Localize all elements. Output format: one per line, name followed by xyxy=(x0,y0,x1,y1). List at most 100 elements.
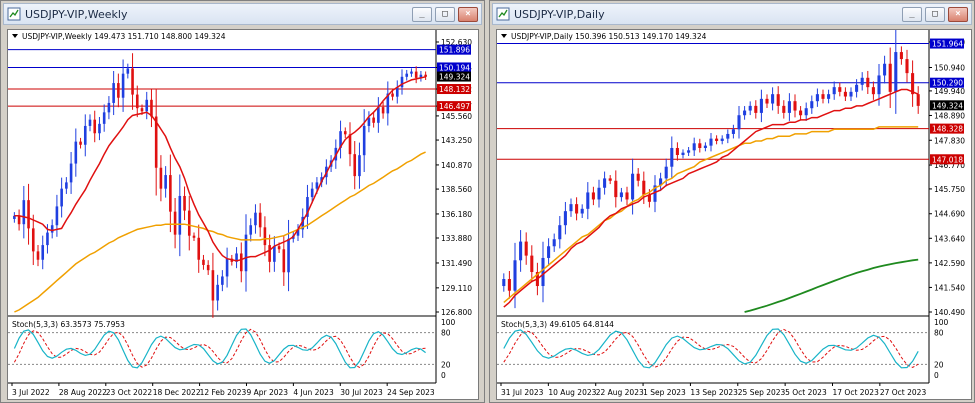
chart-window-icon xyxy=(7,7,21,21)
candle-body xyxy=(41,245,45,260)
window-titlebar[interactable]: USDJPY-VIP,Weekly _ □ × xyxy=(3,3,482,25)
daily-chart-svg[interactable]: USDJPY-VIP,Daily 150.396 150.513 149.170… xyxy=(497,30,973,401)
candle-body xyxy=(776,94,780,106)
price-tick-label: 144.690 xyxy=(934,210,965,219)
candle-body xyxy=(225,258,229,277)
chart-plot-area[interactable]: USDJPY-VIP,Daily 150.396 150.513 149.170… xyxy=(496,29,972,400)
candle-body xyxy=(832,87,836,95)
candle-body xyxy=(254,212,257,226)
ma-fast-line xyxy=(14,76,426,262)
date-tick-label: 30 Jul 2023 xyxy=(340,388,383,397)
date-tick-label: 5 Oct 2023 xyxy=(785,388,827,397)
minimize-button[interactable]: _ xyxy=(412,6,432,22)
price-tick-label: 148.890 xyxy=(934,111,965,120)
candle-body xyxy=(771,94,775,104)
date-tick-label: 4 Jun 2023 xyxy=(293,388,334,397)
price-tag-label: 147.018 xyxy=(932,155,963,164)
candle-body xyxy=(877,75,881,95)
window-titlebar[interactable]: USDJPY-VIP,Daily _ □ × xyxy=(492,3,972,25)
price-tick-label: 152.630 xyxy=(441,38,472,47)
date-tick-label: 25 Sep 2023 xyxy=(738,388,786,397)
candle-body xyxy=(419,74,423,78)
candle-body xyxy=(221,276,224,285)
price-tag-box xyxy=(437,71,471,82)
price-tag-box xyxy=(930,123,964,134)
weekly-chart-window[interactable]: USDJPY-VIP,Weekly _ □ × USDJPY-VIP,Weekl… xyxy=(0,0,485,403)
candle-body xyxy=(126,68,130,74)
daily-chart-window[interactable]: USDJPY-VIP,Daily _ □ × USDJPY-VIP,Daily … xyxy=(489,0,975,403)
candle-body xyxy=(883,63,887,76)
candle-body xyxy=(507,279,511,291)
close-button[interactable]: × xyxy=(948,6,968,22)
candle-body xyxy=(263,227,267,246)
date-tick-label: 23 Oct 2022 xyxy=(106,388,153,397)
candle-body xyxy=(249,225,253,235)
candle-body xyxy=(631,173,635,200)
candle-body xyxy=(519,241,523,261)
minimize-button[interactable]: _ xyxy=(902,6,922,22)
ma-slow-line xyxy=(744,258,919,313)
candle-body xyxy=(703,145,707,148)
candle-body xyxy=(765,98,769,104)
price-tick-label: 145.750 xyxy=(934,185,965,194)
window-title: USDJPY-VIP,Daily xyxy=(514,7,605,21)
candle-body xyxy=(306,197,309,217)
candle-body xyxy=(905,59,909,74)
chart-header-info: USDJPY-VIP,Weekly 149.473 151.710 148.80… xyxy=(22,32,226,41)
candle-body xyxy=(60,188,63,207)
ma-mid-line xyxy=(503,126,919,303)
price-tick-label: 150.940 xyxy=(934,64,965,73)
candle-body xyxy=(838,87,842,92)
candle-body xyxy=(216,284,219,301)
price-tick-label: 136.180 xyxy=(441,210,472,219)
candle-body xyxy=(799,110,803,116)
chart-plot-area[interactable]: USDJPY-VIP,Weekly 149.473 151.710 148.80… xyxy=(7,29,479,400)
ma-fast-line xyxy=(503,88,919,308)
candle-body xyxy=(391,93,394,97)
candle-body xyxy=(558,225,562,240)
price-tick-label: 140.490 xyxy=(934,308,965,317)
price-tag-label: 148.132 xyxy=(439,85,470,94)
candle-body xyxy=(563,211,567,226)
candle-body xyxy=(13,215,16,219)
candle-body xyxy=(296,229,300,236)
candle-body xyxy=(173,211,177,235)
stoch-main-line xyxy=(503,328,919,369)
price-tag-box xyxy=(930,38,964,49)
chart-menu-triangle-icon xyxy=(501,34,507,38)
candle-body xyxy=(339,131,342,148)
candle-body xyxy=(187,210,191,236)
candle-body xyxy=(871,87,875,95)
price-tag-label: 151.896 xyxy=(439,46,470,55)
candle-body xyxy=(715,138,719,141)
candle-body xyxy=(664,166,668,179)
price-tag-label: 146.497 xyxy=(439,102,470,111)
candle-body xyxy=(69,163,73,183)
candle-body xyxy=(670,147,674,167)
candle-body xyxy=(55,206,59,226)
date-tick-label: 17 Oct 2023 xyxy=(832,388,879,397)
candle-body xyxy=(83,125,87,145)
chart-menu-triangle-icon xyxy=(12,34,18,38)
candle-body xyxy=(27,200,30,229)
maximize-button[interactable]: □ xyxy=(925,6,945,22)
candle-body xyxy=(395,87,399,97)
candle-body xyxy=(586,192,590,209)
maximize-button[interactable]: □ xyxy=(435,6,455,22)
candle-body xyxy=(793,101,797,111)
stoch-level-label: 100 xyxy=(441,318,456,327)
close-button[interactable]: × xyxy=(458,6,478,22)
candle-body xyxy=(827,94,831,99)
price-tag-label: 151.964 xyxy=(932,40,963,49)
candle-body xyxy=(79,141,82,145)
weekly-chart-svg[interactable]: USDJPY-VIP,Weekly 149.473 151.710 148.80… xyxy=(8,30,480,401)
candle-body xyxy=(235,253,238,262)
price-tag-box xyxy=(437,84,471,95)
date-tick-label: 18 Dec 2022 xyxy=(153,388,201,397)
candle-body xyxy=(381,107,385,114)
candle-body xyxy=(843,91,847,97)
stoch-level-label: 100 xyxy=(934,318,949,327)
ma-mid-line xyxy=(14,151,426,313)
candle-body xyxy=(135,94,139,109)
candle-body xyxy=(117,83,120,98)
